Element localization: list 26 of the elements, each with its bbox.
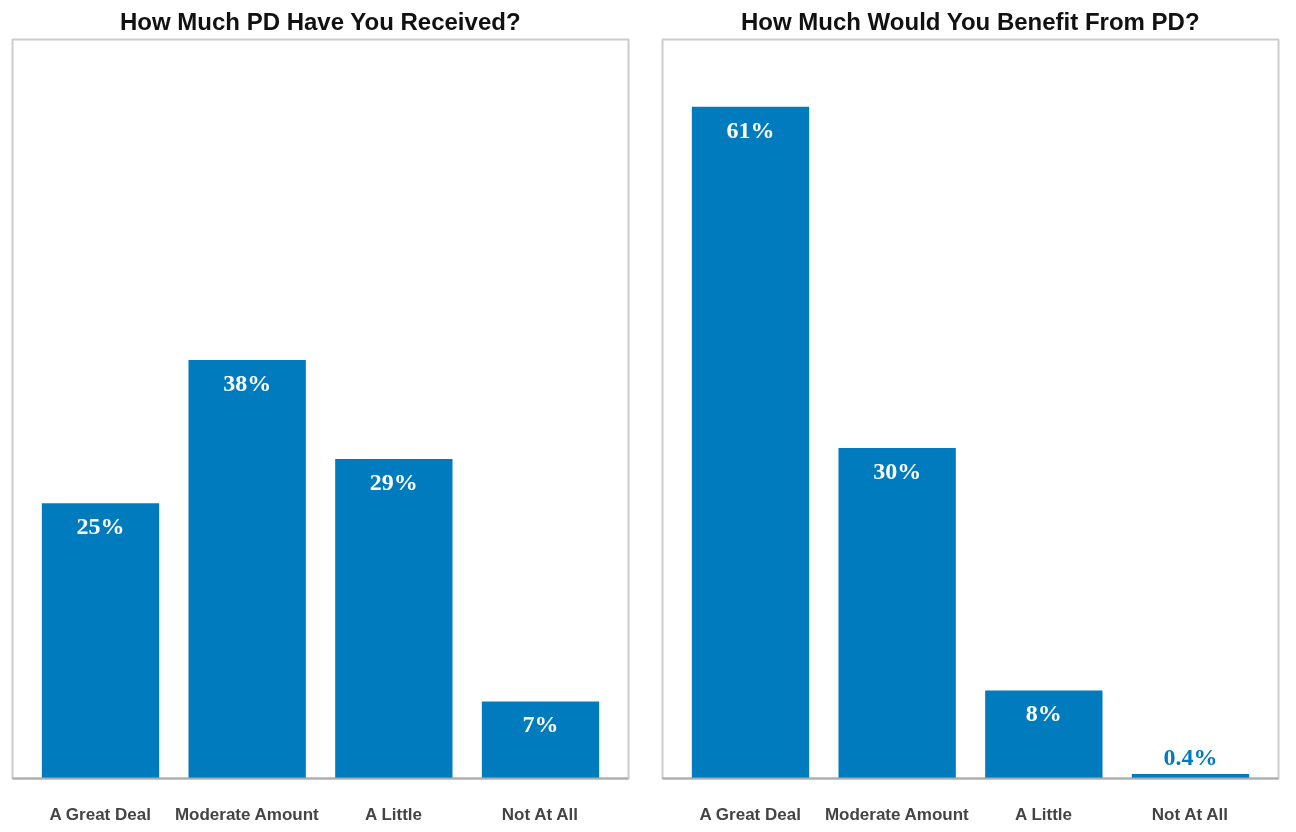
bar xyxy=(838,448,956,779)
data-label: 8% xyxy=(1025,700,1062,727)
bar xyxy=(188,359,306,779)
chart-title: How Much Would You Benefit From PD? xyxy=(740,7,1200,35)
bar xyxy=(985,690,1103,779)
data-label: 29% xyxy=(369,469,418,496)
x-tick-label: Not At All xyxy=(501,804,578,824)
x-tick-label: A Great Deal xyxy=(699,804,801,824)
data-label: 0.4% xyxy=(1163,744,1218,771)
x-tick-label: Not At All xyxy=(1151,804,1228,824)
chart-title: How Much PD Have You Received? xyxy=(120,7,521,35)
data-label: 61% xyxy=(726,116,775,143)
x-tick-label: Moderate Amount xyxy=(174,804,320,824)
x-tick-label: A Little xyxy=(1015,804,1073,824)
x-tick-label: Moderate Amount xyxy=(824,804,970,824)
bar xyxy=(1131,774,1250,779)
data-label: 25% xyxy=(76,513,125,540)
x-tick-label: A Great Deal xyxy=(49,804,151,824)
data-label: 7% xyxy=(522,711,559,738)
x-tick-label: A Little xyxy=(365,804,423,824)
bar xyxy=(481,701,600,779)
data-label: 30% xyxy=(873,458,922,485)
data-label: 38% xyxy=(223,369,272,396)
bar xyxy=(691,106,810,779)
bar xyxy=(335,459,453,779)
bar xyxy=(41,503,160,779)
